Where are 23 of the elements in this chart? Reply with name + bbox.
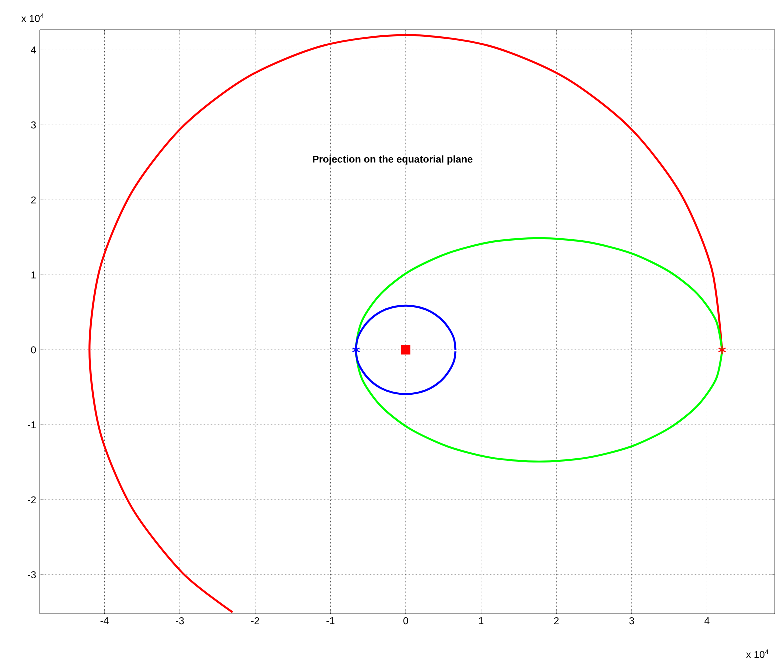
y-tick-label: -1 (28, 422, 36, 429)
line-series (355, 237, 724, 463)
y-tick-label: 3 (31, 122, 36, 129)
x-tick-label: 1 (479, 618, 484, 624)
x-tick-label: -2 (251, 618, 260, 624)
x-tick-label: 2 (554, 618, 559, 624)
text: Projection on the equatorial plane (313, 156, 473, 165)
x-tick-label: -4 (100, 618, 109, 624)
y-tick-label: 2 (31, 196, 36, 204)
y-tick-label: -2 (28, 496, 36, 504)
y-tick-label: 1 (32, 272, 36, 279)
x-tick-label: -1 (326, 618, 335, 624)
x-tick-label: 3 (630, 618, 634, 625)
y-tick-label: -3 (28, 571, 36, 579)
x-tick-label: 0 (404, 618, 408, 625)
x-tick-label: -3 (176, 618, 184, 625)
x-tick-label: 4 (704, 618, 710, 624)
line-series (88, 34, 724, 614)
line-series (355, 304, 457, 396)
text: x 10$^{4}$ (746, 650, 769, 658)
y-tick-label: 0 (31, 346, 36, 354)
y-tick-label: 4 (31, 46, 36, 54)
text: x 10$^{4}$ (22, 14, 44, 22)
